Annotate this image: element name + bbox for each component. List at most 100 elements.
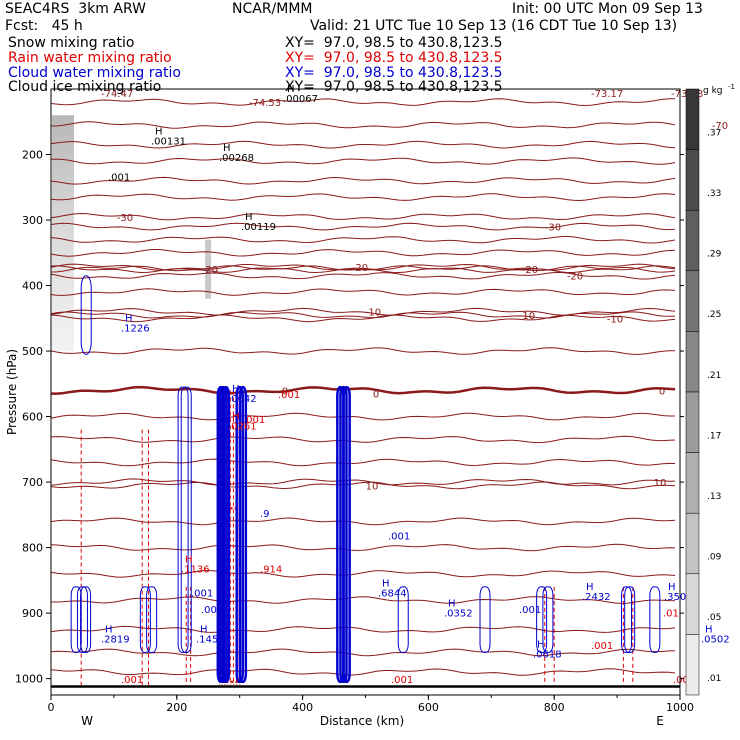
cloud-water-contour — [177, 386, 189, 653]
temperature-contour-label: 0 — [282, 386, 288, 397]
colorbar-label: .21 — [707, 371, 721, 381]
extremum-value: .1136 — [181, 564, 210, 575]
temperature-contour — [51, 412, 675, 421]
temperature-contour-label: 10 — [654, 478, 667, 489]
colorbar-label: .37 — [707, 128, 721, 138]
extremum-marker: H — [668, 582, 676, 593]
colorbar-swatch — [685, 634, 700, 696]
extremum-value: .001 — [591, 641, 613, 652]
extremum-value: .00119 — [241, 222, 276, 233]
extremum-marker: H — [125, 313, 133, 324]
temperature-contour — [51, 314, 676, 323]
temperature-contour — [51, 176, 676, 185]
extremum-value: .001 — [108, 173, 130, 184]
extremum-marker: H — [586, 582, 594, 593]
temperature-contour-label: -74.53 — [249, 98, 281, 109]
temperature-contour — [51, 288, 676, 296]
temperature-contour — [51, 668, 676, 676]
extremum-value: .001 — [391, 675, 413, 686]
extremum-value: .01 — [663, 608, 679, 619]
colorbar-label: .29 — [707, 250, 722, 260]
extremum-value: .00067 — [283, 94, 318, 105]
y-axis-label: Pressure (hPa) — [5, 349, 19, 435]
temperature-contour — [51, 235, 676, 244]
temperature-contour — [51, 265, 676, 274]
extremum-value: .00268 — [219, 153, 254, 164]
cloud-water-contour — [624, 586, 636, 653]
temperature-contour — [51, 517, 676, 526]
temperature-contour-label: -20 — [522, 265, 538, 276]
x-tick-label: 800 — [544, 701, 565, 714]
freezing-level-label: 0 — [659, 386, 665, 397]
y-tick-label: 300 — [22, 214, 43, 227]
center-title: NCAR/MMM — [232, 1, 313, 17]
colorbar-swatch — [685, 573, 700, 635]
cloud-water-contour — [235, 385, 244, 684]
colorbar-label: .05 — [707, 613, 721, 623]
extremum-value: .9 — [260, 509, 270, 520]
extremum-value: .001 — [673, 675, 695, 686]
temperature-contour — [51, 263, 676, 271]
temperature-contour — [51, 569, 676, 578]
cloud-water-contour — [80, 586, 92, 653]
y-tick-label: 200 — [22, 149, 43, 162]
temperature-contour — [51, 481, 676, 490]
y-tick-label: 700 — [22, 476, 43, 489]
field-xy-snow: XY= 97.0, 98.5 to 430.8,123.5 — [285, 35, 503, 51]
colorbar-label: .25 — [707, 310, 721, 320]
west-end-label: W — [81, 714, 93, 728]
colorbar-swatch — [685, 452, 700, 514]
extremum-value: .2432 — [582, 592, 611, 603]
temperature-contour-label: -30 — [117, 213, 133, 224]
colorbar-label: .33 — [707, 189, 721, 199]
extremum-value: .3502 — [664, 592, 693, 603]
extremum-value: .001 — [191, 589, 213, 600]
field-xy-cloud-water: XY= 97.0, 98.5 to 430.8,123.5 — [285, 65, 503, 81]
cloud-water-contour — [542, 586, 554, 653]
x-tick-label: 400 — [292, 701, 313, 714]
temperature-contour — [51, 543, 676, 552]
temperature-contour — [51, 458, 676, 467]
temperature-contour — [51, 249, 676, 257]
corner-temperature-label: -73.17 — [591, 89, 623, 100]
field-name-snow: Snow mixing ratio — [8, 35, 135, 51]
temperature-contour — [51, 625, 676, 633]
temperature-contour-label: -20 — [567, 272, 583, 283]
extremum-value: .00131 — [151, 137, 186, 148]
temperature-contour — [51, 307, 676, 316]
project-title: SEAC4RS 3km ARW — [5, 1, 146, 17]
extremum-value: .0352 — [444, 608, 473, 619]
colorbar-label: .09 — [707, 553, 722, 563]
temperature-contour — [51, 193, 676, 202]
temperature-contour — [51, 435, 676, 444]
field-xy-rain: XY= 97.0, 98.5 to 430.8,123.5 — [285, 50, 503, 66]
extremum-value: .0618 — [533, 650, 562, 661]
temperature-contour-label: -70 — [712, 121, 728, 132]
extremum-marker: H — [245, 212, 253, 223]
cloud-water-contour — [342, 385, 351, 684]
extremum-marker: H — [200, 625, 208, 636]
forecast-hour: Fcst: 45 h — [5, 18, 83, 34]
colorbar-swatch — [685, 209, 700, 272]
extremum-value: .001 — [121, 675, 143, 686]
extremum-marker: H — [105, 625, 113, 636]
temperature-contour — [51, 478, 676, 486]
extremum-value: .0502 — [701, 635, 730, 646]
extremum-marker: H — [287, 84, 295, 95]
temperature-contour — [51, 648, 676, 657]
x-tick-label: 0 — [48, 701, 55, 714]
temperature-contour — [51, 596, 676, 604]
y-tick-label: 900 — [22, 607, 43, 620]
colorbar-unit-exponent: -1 — [728, 83, 735, 91]
extremum-value: .001 — [388, 532, 410, 543]
temperature-contour-label: -20 — [352, 263, 368, 274]
extremum-value: .1455 — [196, 635, 225, 646]
extremum-marker: H — [448, 598, 456, 609]
temperature-contour — [51, 157, 676, 165]
temperature-contour-label: -10 — [519, 311, 535, 322]
extremum-value: .6844 — [378, 589, 407, 600]
valid-time: Valid: 21 UTC Tue 10 Sep 13 (16 CDT Tue … — [310, 18, 678, 34]
colorbar-swatch — [685, 88, 700, 150]
colorbar-label: .01 — [707, 674, 721, 684]
